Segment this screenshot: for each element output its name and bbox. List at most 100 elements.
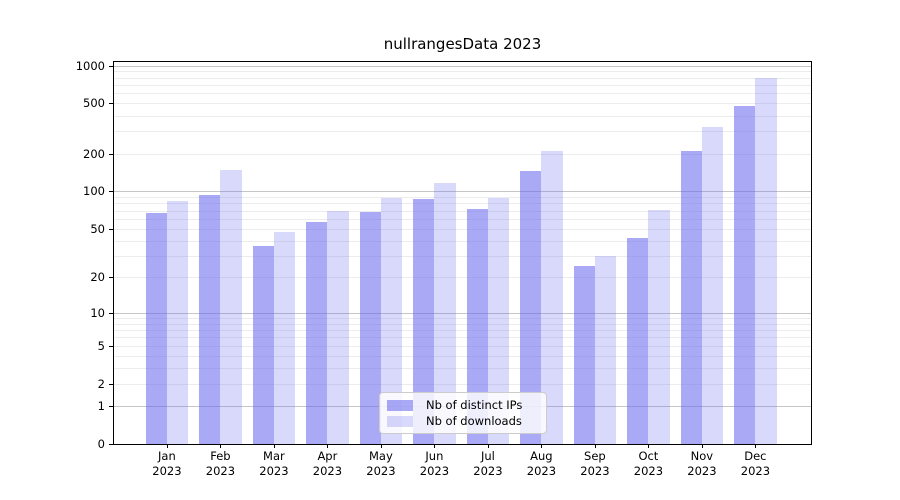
bar-downloads-mar	[273, 231, 296, 444]
x-tick-label-dec: Dec 2023	[740, 449, 771, 478]
bar-downloads-sep	[594, 255, 617, 444]
x-tick-label-may: May 2023	[366, 449, 396, 478]
bar-downloads-oct	[648, 209, 670, 444]
bar-distinct-ips-nov	[680, 151, 702, 444]
x-tick	[594, 444, 596, 448]
x-tick	[755, 444, 757, 448]
legend-item-downloads: Nb of downloads	[387, 413, 538, 429]
x-tick	[327, 444, 329, 448]
gridline	[114, 345, 811, 347]
x-tick-label-aug: Aug 2023	[526, 449, 557, 478]
y-tick	[109, 383, 113, 385]
x-tick	[541, 444, 543, 448]
gridline	[114, 218, 811, 220]
bar-distinct-ips-jul	[466, 208, 488, 444]
legend-label-downloads: Nb of downloads	[426, 414, 522, 428]
gridline	[114, 71, 811, 73]
gridline	[114, 330, 811, 332]
x-tick-label-jul: Jul 2023	[473, 449, 503, 478]
y-tick	[109, 312, 113, 314]
bar-downloads-jan	[166, 200, 189, 444]
y-tick	[109, 103, 113, 105]
y-tick-label-50: 50	[90, 221, 105, 236]
gridline	[114, 131, 811, 133]
gridline	[114, 255, 811, 257]
gridline	[114, 153, 811, 155]
bar-distinct-ips-dec	[734, 106, 756, 444]
bar-distinct-ips-jan	[145, 212, 167, 444]
x-tick-label-apr: Apr 2023	[312, 449, 343, 478]
gridline	[114, 240, 811, 242]
y-tick-label-100: 100	[83, 184, 105, 199]
bar-downloads-feb	[220, 169, 242, 444]
x-tick-label-feb: Feb 2023	[205, 449, 236, 478]
gridline	[114, 196, 811, 198]
y-tick-label-1: 1	[97, 399, 105, 413]
gridline	[114, 115, 811, 117]
gridline	[114, 368, 811, 370]
gridline	[114, 337, 811, 339]
gridline	[114, 277, 811, 279]
y-tick-label-500: 500	[83, 96, 105, 111]
y-tick-label-10: 10	[90, 305, 105, 320]
y-tick-label-20: 20	[90, 270, 105, 285]
bar-downloads-nov	[701, 127, 724, 444]
bar-distinct-ips-sep	[573, 265, 595, 444]
bar-distinct-ips-apr	[306, 221, 328, 444]
bar-distinct-ips-oct	[627, 237, 649, 444]
gridline	[114, 383, 811, 385]
gridline	[114, 103, 811, 105]
y-tick-label-5: 5	[97, 338, 105, 353]
x-tick-label-oct: Oct 2023	[633, 449, 664, 478]
x-tick-label-sep: Sep 2023	[580, 449, 610, 478]
bar-downloads-aug	[541, 150, 563, 444]
x-tick-label-jun: Jun 2023	[419, 449, 450, 478]
gridline	[114, 77, 811, 79]
bar-distinct-ips-feb	[199, 194, 221, 444]
gridline	[114, 203, 811, 205]
y-tick	[109, 444, 113, 445]
y-tick-label-1000: 1000	[75, 58, 105, 73]
plot-area: Nb of distinct IPs Nb of downloads	[113, 61, 812, 445]
gridline	[114, 355, 811, 357]
gridline	[114, 93, 811, 95]
x-tick-label-mar: Mar 2023	[259, 449, 289, 478]
x-tick	[648, 444, 650, 448]
bar-distinct-ips-may	[359, 212, 381, 444]
y-tick	[109, 228, 113, 230]
bar-downloads-jun	[434, 182, 456, 444]
x-tick	[701, 444, 703, 448]
y-tick-label-200: 200	[83, 146, 105, 161]
x-tick	[273, 444, 275, 448]
bar-distinct-ips-mar	[252, 246, 274, 444]
gridline	[114, 323, 811, 325]
gridline	[114, 312, 811, 314]
bar-downloads-jul	[487, 197, 510, 444]
gridline	[114, 65, 811, 67]
y-tick	[109, 65, 113, 67]
x-tick	[487, 444, 489, 448]
x-tick	[380, 444, 382, 448]
gridline	[114, 228, 811, 230]
bar-distinct-ips-jun	[413, 198, 435, 444]
gridline	[114, 317, 811, 319]
y-tick-label-2: 2	[97, 376, 105, 391]
gridline	[114, 85, 811, 86]
y-tick-label-0: 0	[97, 437, 105, 451]
x-tick-label-nov: Nov 2023	[687, 449, 717, 478]
bar-downloads-apr	[327, 211, 349, 444]
bar-distinct-ips-aug	[520, 170, 542, 444]
x-tick-label-jan: Jan 2023	[152, 449, 182, 478]
y-tick	[109, 345, 113, 347]
bar-downloads-may	[380, 197, 403, 444]
legend-item-distinct-ips: Nb of distinct IPs	[387, 397, 538, 413]
y-tick	[109, 191, 113, 193]
legend-swatch-downloads	[387, 415, 413, 427]
legend-swatch-distinct-ips	[387, 399, 413, 411]
gridline	[114, 210, 811, 212]
x-tick	[166, 444, 168, 448]
legend: Nb of distinct IPs Nb of downloads	[379, 392, 547, 434]
chart-title: nullrangesData 2023	[383, 35, 542, 53]
x-tick	[434, 444, 436, 448]
